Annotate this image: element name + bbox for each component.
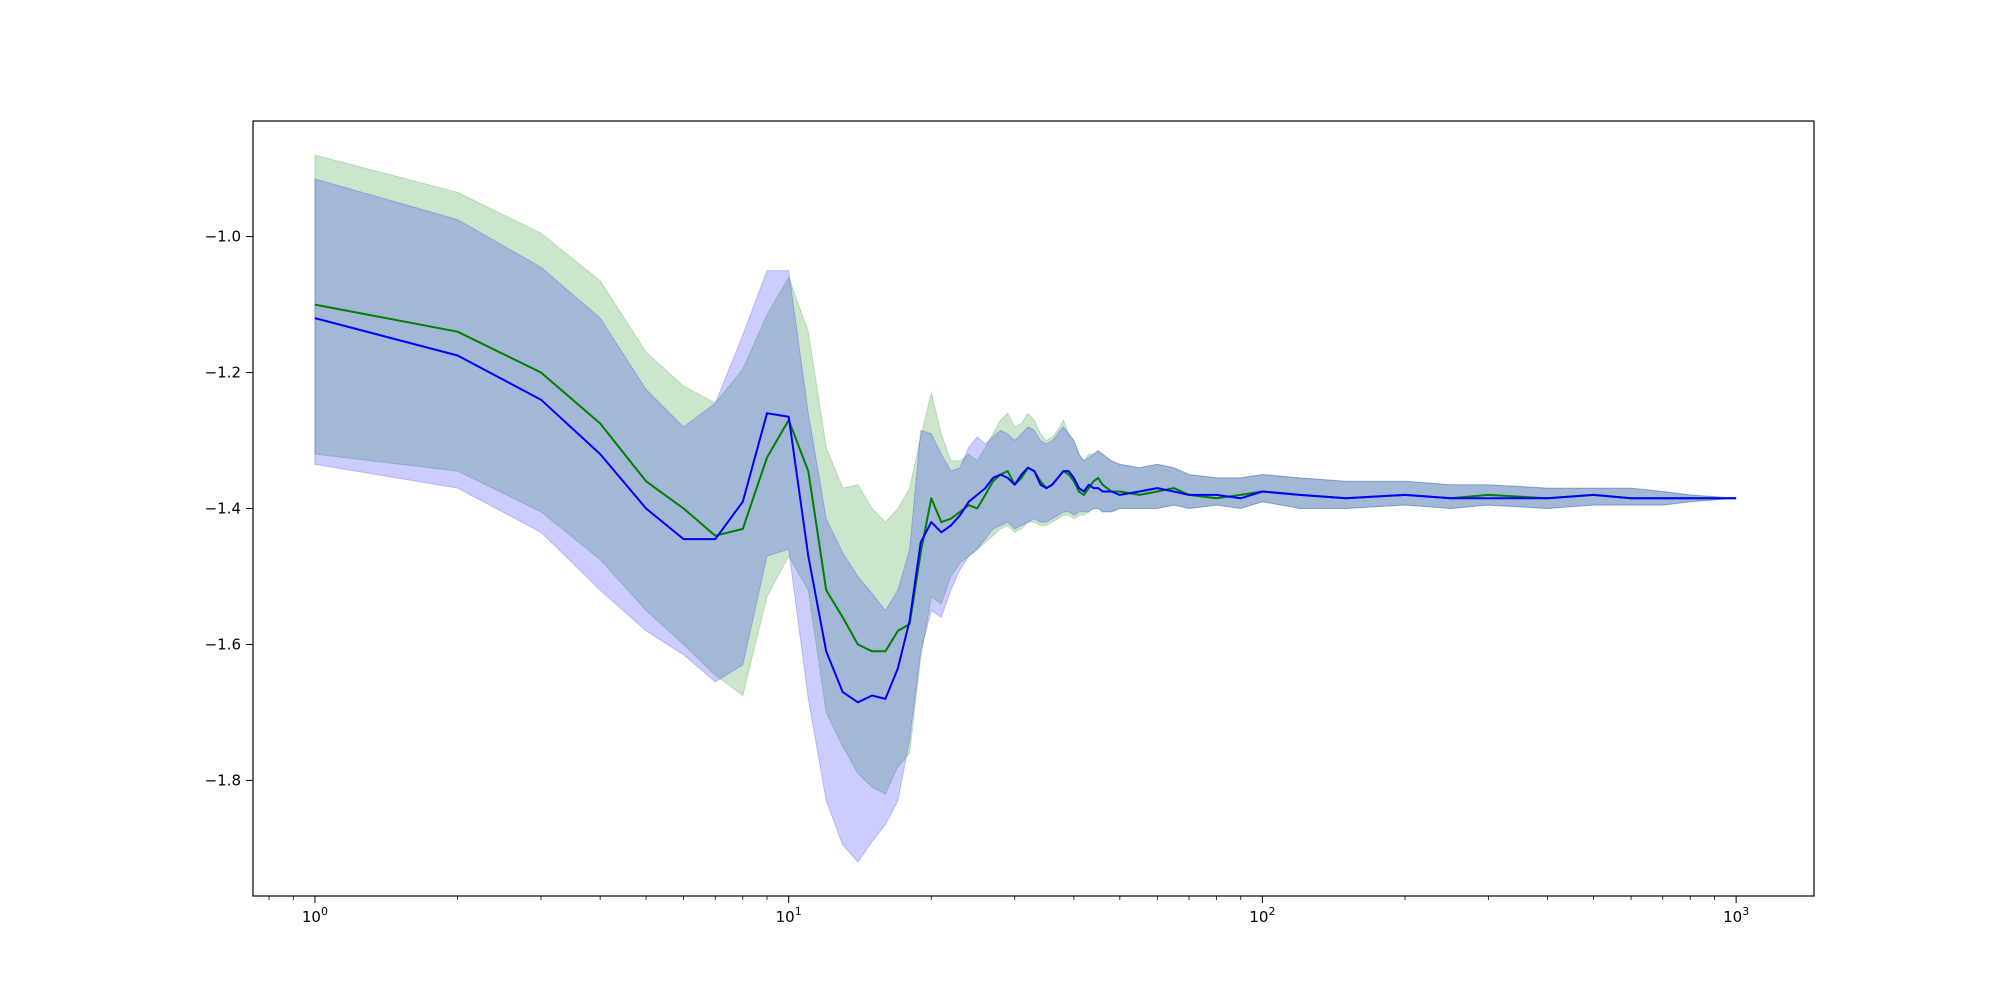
y-tick-label: −1.2 — [205, 364, 241, 382]
x-tick-label: 101 — [776, 905, 802, 926]
x-axis: 100 101 102 103 — [268, 896, 1749, 926]
x-tick-label: 103 — [1723, 905, 1749, 926]
y-tick-label: −1.6 — [205, 635, 241, 653]
y-tick-label: −1.0 — [205, 228, 241, 246]
confidence-bands — [314, 154, 1737, 863]
series-1-band — [314, 154, 1737, 795]
series-lines — [314, 303, 1737, 704]
x-tick-label: 100 — [302, 905, 328, 926]
y-tick-label: −1.8 — [205, 771, 241, 789]
y-axis: −1.0 −1.2 −1.4 −1.6 −1.8 — [205, 228, 253, 789]
y-tick-label: −1.4 — [205, 500, 241, 518]
series-2-line — [314, 317, 1737, 704]
x-tick-label: 102 — [1249, 905, 1275, 926]
series-2-band — [314, 178, 1737, 863]
